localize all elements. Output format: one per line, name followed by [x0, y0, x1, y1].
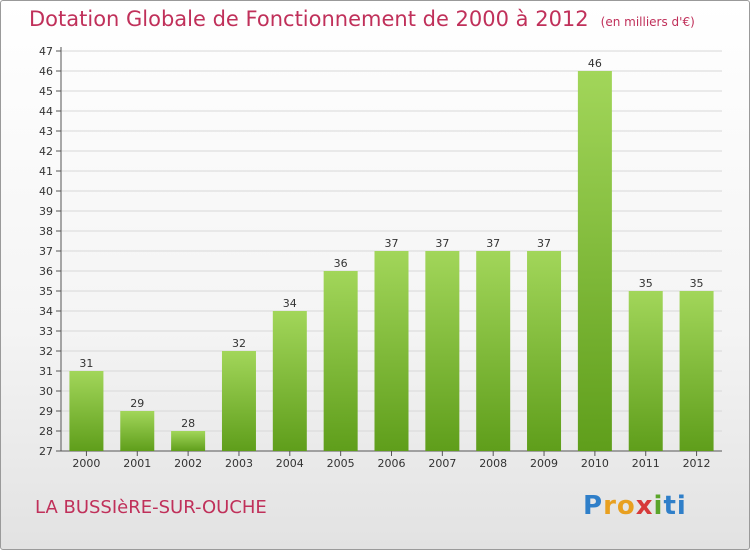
logo-letter: r	[603, 491, 617, 521]
bar	[272, 311, 307, 451]
x-tick-label: 2003	[225, 457, 253, 470]
y-tick-label: 41	[39, 165, 53, 178]
bar	[374, 251, 409, 451]
logo-letter: x	[635, 491, 654, 521]
bar	[476, 251, 511, 451]
x-tick-label: 2011	[632, 457, 660, 470]
data-label: 36	[334, 257, 348, 270]
x-tick-label: 2002	[174, 457, 202, 470]
bar	[577, 71, 612, 451]
chart-title: Dotation Globale de Fonctionnement de 20…	[29, 7, 695, 31]
data-label: 28	[181, 417, 195, 430]
x-tick-label: 2012	[683, 457, 711, 470]
commune-name: LA BUSSIèRE-SUR-OUCHE	[35, 497, 267, 518]
y-tick-label: 47	[39, 45, 53, 58]
proxiti-logo: Proxiti	[583, 491, 687, 521]
chart-title-text: Dotation Globale de Fonctionnement de 20…	[29, 7, 589, 31]
data-label: 37	[385, 237, 399, 250]
bar	[221, 351, 256, 451]
data-label: 35	[690, 277, 704, 290]
data-label: 34	[283, 297, 297, 310]
x-tick-label: 2010	[581, 457, 609, 470]
y-tick-label: 30	[39, 385, 53, 398]
y-tick-label: 36	[39, 265, 53, 278]
data-label: 37	[486, 237, 500, 250]
x-tick-label: 2000	[72, 457, 100, 470]
logo-letter: o	[616, 491, 636, 521]
y-tick-label: 34	[39, 305, 53, 318]
y-tick-label: 38	[39, 225, 53, 238]
logo-letter: i	[653, 491, 664, 521]
data-label: 29	[130, 397, 144, 410]
bar	[679, 291, 714, 451]
y-tick-label: 29	[39, 405, 53, 418]
y-tick-label: 45	[39, 85, 53, 98]
x-tick-label: 2009	[530, 457, 558, 470]
x-tick-label: 2001	[123, 457, 151, 470]
bar	[323, 271, 358, 451]
y-tick-label: 32	[39, 345, 53, 358]
y-tick-label: 35	[39, 285, 53, 298]
bar	[527, 251, 562, 451]
y-tick-label: 46	[39, 65, 53, 78]
bar	[69, 371, 104, 451]
data-label: 35	[639, 277, 653, 290]
y-tick-label: 33	[39, 325, 53, 338]
data-label: 37	[435, 237, 449, 250]
x-tick-label: 2004	[276, 457, 304, 470]
data-label: 31	[79, 357, 93, 370]
data-label: 46	[588, 57, 602, 70]
x-tick-label: 2008	[479, 457, 507, 470]
data-label: 37	[537, 237, 551, 250]
bar	[120, 411, 155, 451]
y-tick-label: 28	[39, 425, 53, 438]
y-tick-label: 27	[39, 445, 53, 458]
y-tick-label: 42	[39, 145, 53, 158]
logo-letter: ti	[663, 491, 687, 521]
data-label: 32	[232, 337, 246, 350]
chart-unit: (en milliers d'€)	[600, 15, 695, 29]
x-tick-label: 2006	[378, 457, 406, 470]
bar	[628, 291, 663, 451]
y-tick-label: 37	[39, 245, 53, 258]
bar	[171, 431, 206, 451]
y-tick-label: 31	[39, 365, 53, 378]
y-tick-label: 40	[39, 185, 53, 198]
y-tick-label: 44	[39, 105, 53, 118]
logo-letter: P	[583, 491, 604, 521]
y-tick-label: 39	[39, 205, 53, 218]
y-tick-label: 43	[39, 125, 53, 138]
bar	[425, 251, 460, 451]
x-tick-label: 2007	[428, 457, 456, 470]
x-tick-label: 2005	[327, 457, 355, 470]
